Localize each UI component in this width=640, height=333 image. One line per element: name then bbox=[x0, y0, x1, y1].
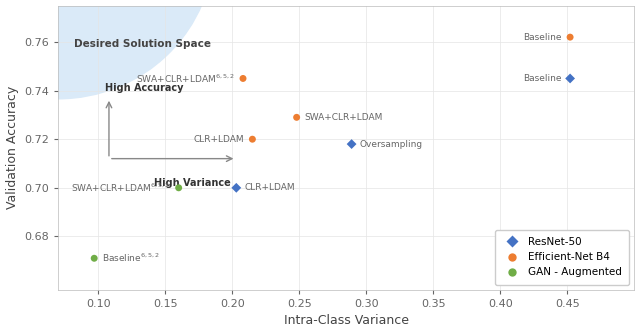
Point bbox=[89, 256, 99, 261]
Text: SWA+CLR+LDAM$^{6,5,2}$: SWA+CLR+LDAM$^{6,5,2}$ bbox=[136, 72, 235, 85]
Text: CLR+LDAM: CLR+LDAM bbox=[194, 135, 244, 144]
Text: Baseline: Baseline bbox=[524, 33, 562, 42]
Ellipse shape bbox=[0, 0, 214, 99]
Text: Desired Solution Space: Desired Solution Space bbox=[74, 39, 211, 49]
Text: Baseline$^{6,5,2}$: Baseline$^{6,5,2}$ bbox=[102, 252, 161, 264]
Point bbox=[173, 185, 184, 190]
Point bbox=[565, 76, 575, 81]
Y-axis label: Validation Accuracy: Validation Accuracy bbox=[6, 86, 19, 209]
Text: High Variance: High Variance bbox=[154, 178, 230, 188]
Point bbox=[565, 35, 575, 40]
Text: Oversampling: Oversampling bbox=[360, 140, 423, 149]
Point bbox=[291, 115, 301, 120]
Point bbox=[238, 76, 248, 81]
Text: Baseline: Baseline bbox=[524, 74, 562, 83]
Point bbox=[346, 142, 356, 147]
Point bbox=[231, 185, 241, 190]
X-axis label: Intra-Class Variance: Intra-Class Variance bbox=[284, 314, 409, 327]
Text: High Accuracy: High Accuracy bbox=[105, 83, 184, 93]
Text: SWA+CLR+LDAM: SWA+CLR+LDAM bbox=[305, 113, 383, 122]
Point bbox=[247, 137, 257, 142]
Legend: ResNet-50, Efficient-Net B4, GAN - Augmented: ResNet-50, Efficient-Net B4, GAN - Augme… bbox=[495, 230, 629, 285]
Text: CLR+LDAM: CLR+LDAM bbox=[244, 183, 295, 192]
Text: SWA+CLR+LDAM$^{6,5,2}$: SWA+CLR+LDAM$^{6,5,2}$ bbox=[72, 181, 171, 194]
